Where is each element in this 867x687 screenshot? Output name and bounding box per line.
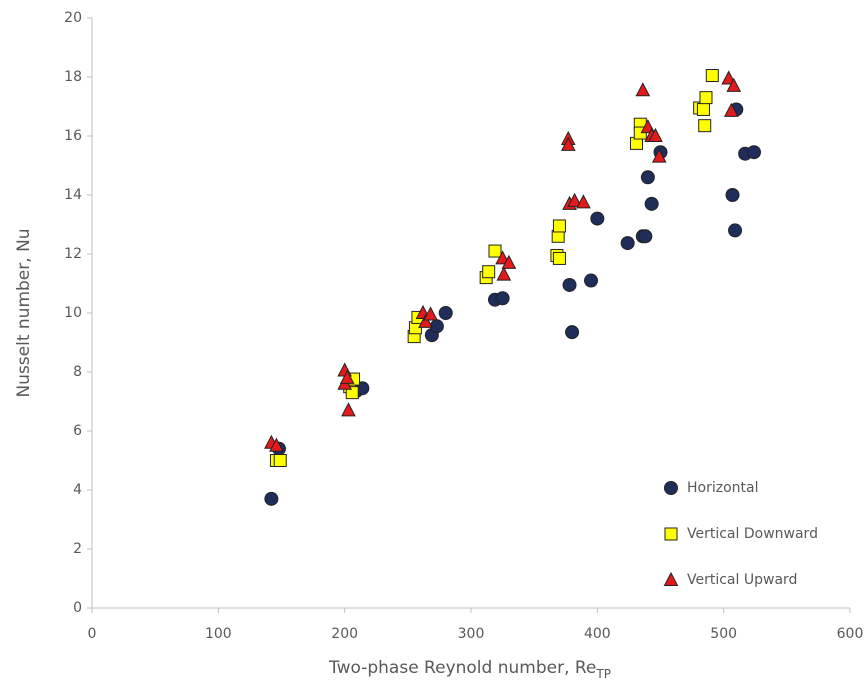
x-tick-label: 200 (331, 626, 358, 642)
point (641, 171, 654, 184)
point (729, 224, 742, 237)
legend-marker (665, 482, 678, 495)
point (621, 237, 634, 250)
point (591, 212, 604, 225)
point (483, 266, 495, 278)
point (747, 146, 760, 159)
point (706, 70, 718, 82)
point (439, 307, 452, 320)
point (699, 120, 711, 132)
x-tick-label: 600 (837, 626, 864, 642)
x-tick-label: 100 (205, 626, 232, 642)
y-tick-label: 8 (73, 364, 82, 380)
y-tick-label: 14 (64, 187, 82, 203)
y-tick-label: 4 (73, 482, 82, 498)
y-tick-label: 16 (64, 128, 82, 144)
legend-marker (665, 528, 677, 540)
point (489, 245, 501, 257)
y-axis-title: Nusselt number, Nu (14, 228, 34, 397)
x-tick-label: 300 (458, 626, 485, 642)
point (553, 220, 565, 232)
point (697, 103, 709, 115)
point (639, 230, 652, 243)
x-tick-label: 0 (88, 626, 97, 642)
point (726, 189, 739, 202)
point (566, 326, 579, 339)
point (645, 197, 658, 210)
y-tick-label: 20 (64, 10, 82, 26)
point (342, 403, 355, 416)
point (553, 252, 565, 264)
y-tick-label: 18 (64, 69, 82, 85)
point (265, 492, 278, 505)
point (497, 268, 510, 281)
point (585, 274, 598, 287)
y-tick-label: 12 (64, 246, 82, 262)
point (274, 455, 286, 467)
point (700, 92, 712, 104)
point (496, 292, 509, 305)
legend-label: Vertical Downward (687, 526, 818, 542)
y-tick-label: 2 (73, 541, 82, 557)
x-axis-title-subscript: TP (595, 667, 611, 681)
chart: Two-phase Reynold number, ReTP Nusselt n… (0, 0, 867, 687)
point (563, 278, 576, 291)
y-tick-label: 6 (73, 423, 82, 439)
legend-label: Vertical Upward (687, 572, 797, 588)
x-axis-title: Two-phase Reynold number, ReTP (328, 658, 611, 681)
x-axis-title-main: Two-phase Reynold number, Re (328, 658, 596, 678)
legend-marker (665, 573, 678, 586)
x-tick-label: 400 (584, 626, 611, 642)
y-tick-label: 10 (64, 305, 82, 321)
y-tick-label: 0 (73, 600, 82, 616)
x-tick-label: 500 (710, 626, 737, 642)
legend-label: Horizontal (687, 480, 758, 496)
point (430, 320, 443, 333)
point (636, 83, 649, 96)
